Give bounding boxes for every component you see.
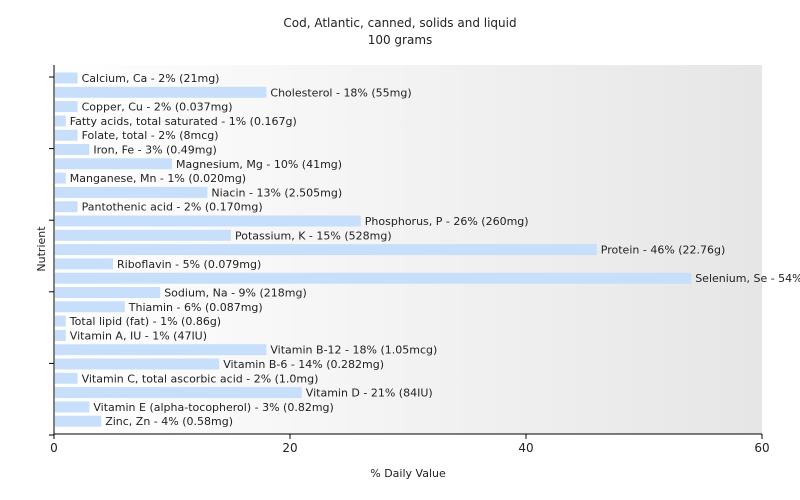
- x-axis-title: % Daily Value: [370, 467, 446, 480]
- bar: [55, 287, 161, 298]
- bar: [55, 258, 113, 270]
- bar: [55, 115, 66, 127]
- bar-label: Vitamin A, IU - 1% (47IU): [70, 329, 207, 342]
- bar: [55, 229, 231, 241]
- chart-title: Cod, Atlantic, canned, solids and liquid: [283, 16, 516, 30]
- bar: [55, 201, 78, 213]
- bar: [55, 329, 66, 341]
- bar: [55, 358, 220, 370]
- bar-label: Cholesterol - 18% (55mg): [270, 86, 411, 99]
- bar: [55, 387, 302, 399]
- bars-layer: Calcium, Ca - 2% (21mg) Cholesterol - 18%…: [55, 72, 800, 428]
- bar-label: Pantothenic acid - 2% (0.170mg): [82, 201, 263, 214]
- bar: [55, 144, 90, 155]
- bar-label: Niacin - 13% (2.505mg): [211, 186, 342, 199]
- bar: [55, 86, 267, 98]
- x-tick-label: 40: [518, 441, 533, 455]
- bar: [55, 415, 102, 427]
- bar-label: Thiamin - 6% (0.087mg): [128, 301, 263, 314]
- bar: [55, 172, 66, 184]
- bar: [55, 301, 125, 313]
- bar-label: Vitamin D - 21% (84IU): [306, 387, 433, 400]
- bar-label: Selenium, Se - 54% (38.1mcg): [695, 272, 800, 285]
- x-tick-label: 20: [282, 441, 297, 455]
- bar: [55, 129, 78, 141]
- bar-label: Sodium, Na - 9% (218mg): [164, 287, 307, 300]
- bar: [55, 401, 90, 413]
- x-tick-label: 60: [754, 441, 769, 455]
- bar-label: Vitamin B-6 - 14% (0.282mg): [223, 358, 384, 371]
- bar-label: Vitamin B-12 - 18% (1.05mcg): [270, 344, 437, 357]
- y-axis-title: Nutrient: [35, 226, 48, 272]
- bar: [55, 158, 172, 170]
- bar: [55, 186, 208, 198]
- bar: [55, 272, 692, 284]
- bar-label: Fatty acids, total saturated - 1% (0.167…: [70, 115, 297, 128]
- bar-label: Zinc, Zn - 4% (0.58mg): [105, 415, 233, 428]
- bar-label: Riboflavin - 5% (0.079mg): [117, 258, 261, 271]
- bar-label: Phosphorus, P - 26% (260mg): [365, 215, 529, 228]
- bar: [55, 101, 78, 113]
- bar-label: Potassium, K - 15% (528mg): [235, 229, 392, 242]
- bar-label: Total lipid (fat) - 1% (0.86g): [69, 315, 221, 328]
- bar: [55, 72, 78, 84]
- ticks-layer: 0 20 40 60: [49, 76, 770, 455]
- bar-label: Iron, Fe - 3% (0.49mg): [93, 144, 216, 157]
- bar-label: Calcium, Ca - 2% (21mg): [82, 72, 220, 85]
- bar-label: Copper, Cu - 2% (0.037mg): [82, 101, 233, 114]
- bar-label: Magnesium, Mg - 10% (41mg): [176, 158, 342, 171]
- bar-label: Protein - 46% (22.76g): [601, 244, 726, 257]
- bar: [55, 344, 267, 356]
- bar: [55, 215, 361, 227]
- chart-subtitle: 100 grams: [368, 33, 433, 47]
- bar-label: Folate, total - 2% (8mcg): [82, 129, 219, 142]
- bar: [55, 244, 597, 256]
- bar-label: Vitamin E (alpha-tocopherol) - 3% (0.82m…: [93, 401, 333, 414]
- bar-label: Vitamin C, total ascorbic acid - 2% (1.0…: [82, 372, 319, 385]
- bar: [55, 315, 66, 327]
- bar: [55, 372, 78, 384]
- bar-label: Manganese, Mn - 1% (0.020mg): [70, 172, 246, 185]
- x-tick-label: 0: [50, 441, 58, 455]
